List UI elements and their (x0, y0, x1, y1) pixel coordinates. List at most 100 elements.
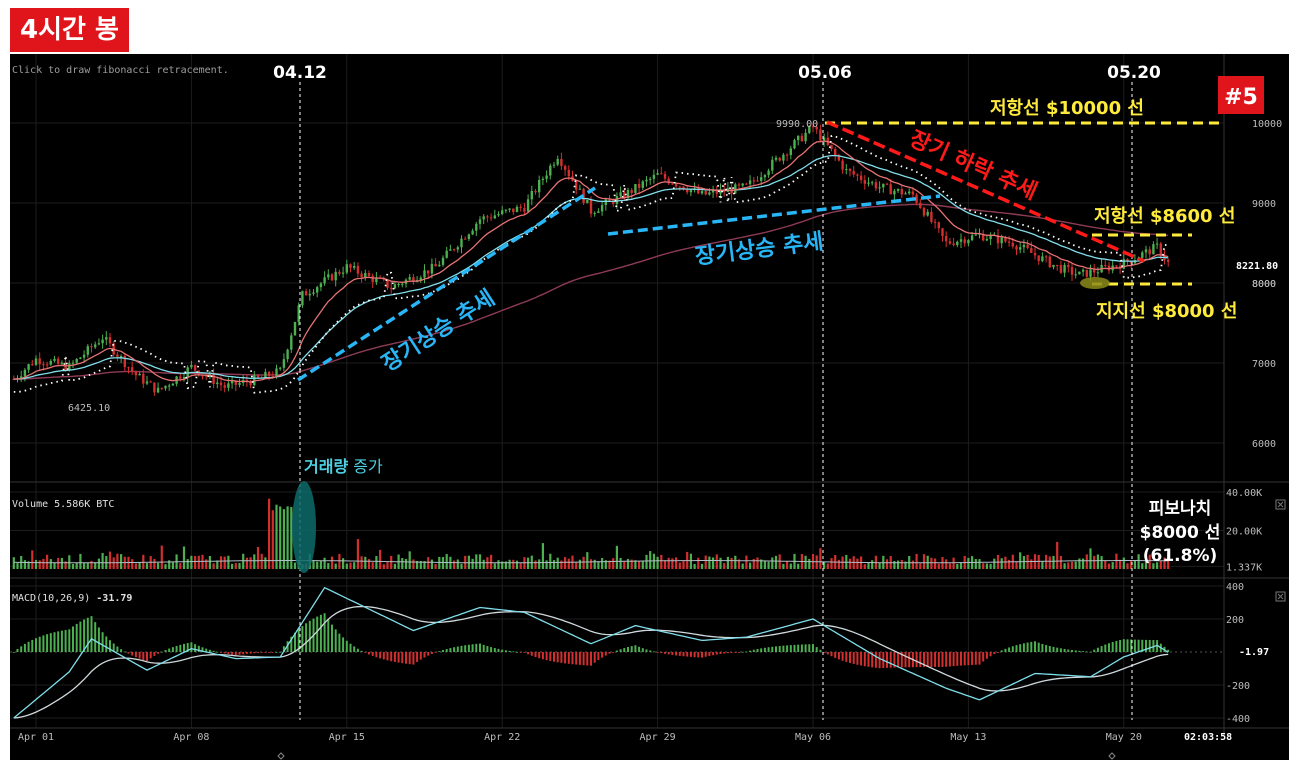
candle-body (1070, 267, 1074, 275)
candle-body (116, 354, 119, 357)
candle-body (478, 219, 482, 224)
uptrend-line-1 (297, 186, 596, 382)
volume-bar (1089, 548, 1092, 569)
low-price-label: 6425.10 (68, 403, 110, 414)
macd-histogram-bar (904, 652, 907, 668)
volume-bar (120, 554, 123, 569)
candle-body (438, 264, 441, 267)
macd-histogram-bar (1008, 647, 1011, 652)
volume-bar (782, 563, 785, 569)
volume-bar (704, 555, 707, 569)
candle-body (933, 221, 937, 223)
candle-body (34, 358, 38, 365)
macd-histogram-bar (1111, 642, 1114, 652)
volume-bar (1141, 563, 1144, 569)
macd-histogram-bar (360, 650, 363, 652)
macd-histogram-bar (1145, 639, 1147, 652)
volume-bar (623, 560, 626, 569)
volume-bar (1056, 541, 1059, 569)
macd-histogram-bar (934, 652, 937, 667)
chart-panel[interactable]: Apr 01 Apr 08 Apr 15 Apr 22 Apr 29 May 06 May … (10, 54, 1289, 760)
macd-histogram-bar (327, 619, 330, 652)
volume-bar (64, 561, 67, 569)
macd-histogram-bar (179, 644, 182, 652)
candle-body (94, 344, 97, 348)
macd-histogram-bar (319, 614, 322, 652)
macd-histogram-bar (290, 636, 293, 652)
macd-histogram-bar (157, 652, 160, 654)
scroll-marker-left-icon[interactable] (277, 752, 285, 760)
candle-body (330, 274, 334, 281)
macd-histogram-bar (190, 642, 193, 652)
scroll-marker-right-icon[interactable] (1108, 752, 1116, 760)
candle-body (1026, 244, 1029, 249)
candle-body (734, 184, 737, 194)
volume-bar (482, 559, 485, 569)
price-tick-label: 9000 (1252, 199, 1276, 210)
macd-histogram-bar (930, 652, 933, 667)
candle-body (201, 375, 204, 377)
volume-bar (490, 554, 493, 569)
macd-histogram-bar (49, 633, 52, 652)
candle-body (822, 137, 826, 141)
volume-bar (578, 559, 581, 569)
candle-body (567, 169, 570, 177)
macd-histogram-bar (120, 649, 123, 652)
candle-body (382, 278, 385, 280)
candle-body (482, 216, 485, 220)
resistance-label-8600: 저항선 $8600 선 (1094, 206, 1235, 227)
candle-body (989, 235, 992, 240)
candle-body (819, 129, 822, 141)
macd-histogram-bar (282, 646, 285, 652)
macd-histogram-bar (294, 632, 296, 652)
volume-spike-highlight (292, 481, 316, 573)
volume-close-icon[interactable] (1275, 499, 1286, 510)
macd-histogram-bar (416, 652, 419, 662)
candle-body (223, 385, 226, 388)
candle-body (678, 186, 681, 188)
chart-canvas[interactable]: Apr 01 Apr 08 Apr 15 Apr 22 Apr 29 May 06 May … (10, 54, 1289, 760)
volume-bar (774, 555, 778, 569)
macd-histogram-bar (741, 651, 744, 653)
macd-histogram-bar (948, 652, 951, 667)
mid-ma-line (13, 154, 1169, 380)
date-marker-0412: 04.12 (273, 63, 327, 83)
volume-bar (1137, 554, 1140, 569)
volume-bar (697, 557, 700, 569)
candle-body (349, 264, 352, 268)
macd-histogram-bar (856, 652, 859, 665)
volume-bar (871, 560, 874, 569)
volume-bar (1045, 554, 1048, 569)
macd-histogram-bar (689, 652, 692, 657)
volume-bar (290, 506, 293, 569)
volume-bar (1100, 556, 1103, 569)
macd-histogram-bar (486, 646, 489, 652)
macd-layer (10, 586, 1224, 719)
candle-body (393, 284, 397, 289)
volume-bar (412, 559, 415, 569)
volume-bar (808, 558, 811, 569)
volume-bar (279, 506, 282, 569)
volume-bar (989, 563, 992, 569)
volume-bar (1074, 561, 1077, 569)
macd-histogram-bar (541, 652, 544, 660)
macd-histogram-bar (112, 643, 115, 652)
macd-histogram-bar (638, 646, 641, 652)
candle-body (1007, 241, 1011, 243)
volume-bar (408, 551, 411, 569)
candle-body (793, 140, 796, 149)
candle-body (545, 175, 548, 179)
macd-histogram-bar (94, 622, 97, 652)
volume-layer (12, 498, 1170, 569)
candle-body (649, 178, 652, 180)
macd-histogram-bar (604, 652, 607, 656)
macd-histogram-bar (368, 652, 370, 655)
candle-body (871, 182, 874, 184)
macd-histogram-bar (405, 652, 407, 664)
macd-close-icon[interactable] (1275, 591, 1286, 602)
macd-histogram-bar (20, 646, 23, 652)
candle-body (848, 168, 852, 171)
candle-body (168, 385, 171, 387)
macd-histogram-bar (35, 638, 37, 652)
candle-body (859, 175, 863, 181)
